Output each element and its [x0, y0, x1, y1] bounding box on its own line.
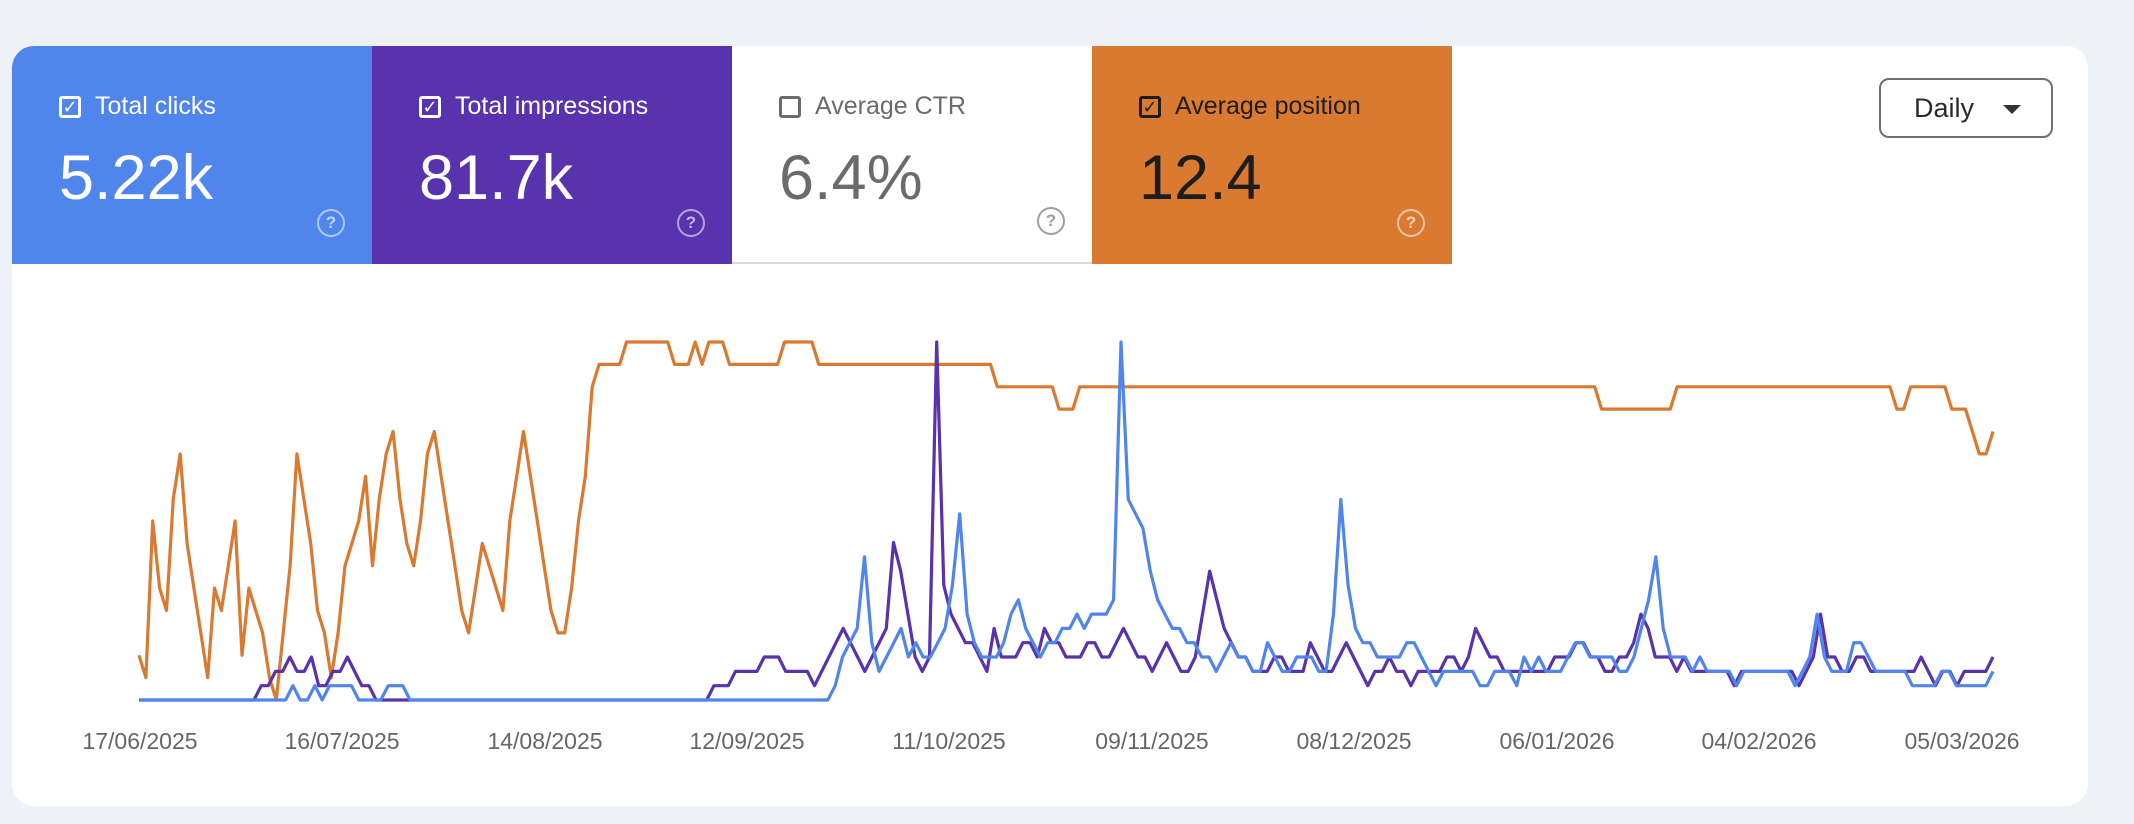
checkbox-checked-icon[interactable]: ✓ [419, 95, 441, 118]
checkbox-checked-icon[interactable]: ✓ [1139, 95, 1161, 118]
metric-header: ✓ Average position [1139, 92, 1361, 121]
series-line-total-impressions [139, 340, 1995, 702]
chart-lines [137, 340, 1995, 702]
metric-card-total-clicks[interactable]: ✓ Total clicks 5.22k ? [12, 46, 372, 264]
x-tick-label: 17/06/2025 [82, 728, 197, 754]
metric-value: 12.4 [1139, 143, 1262, 213]
granularity-dropdown[interactable]: Daily [1879, 78, 2053, 138]
metric-header: ✓ Total impressions [419, 92, 648, 121]
x-tick-label: 05/03/2026 [1904, 728, 2019, 754]
metric-card-average-ctr[interactable]: Average CTR 6.4% ? [732, 46, 1092, 264]
metric-label: Total impressions [455, 92, 649, 120]
x-tick-label: 16/07/2025 [284, 728, 399, 754]
series-line-average-position [137, 340, 1995, 702]
metric-card-total-impressions[interactable]: ✓ Total impressions 81.7k ? [372, 46, 732, 264]
help-icon[interactable]: ? [1397, 209, 1425, 237]
metric-card-average-position[interactable]: ✓ Average position 12.4 ? [1092, 46, 1452, 264]
x-tick-label: 11/10/2025 [892, 728, 1005, 754]
metric-value: 81.7k [419, 143, 574, 213]
x-axis-ticks: 17/06/2025 16/07/2025 14/08/2025 12/09/2025… [82, 728, 2019, 754]
x-tick-label: 08/12/2025 [1296, 728, 1411, 754]
metric-label: Average position [1175, 92, 1361, 120]
x-tick-label: 04/02/2026 [1701, 728, 1816, 754]
x-tick-label: 06/01/2026 [1499, 728, 1614, 754]
metric-label: Average CTR [815, 92, 966, 120]
dropdown-caret-icon [2003, 105, 2021, 114]
checkbox-checked-icon[interactable]: ✓ [59, 95, 81, 118]
help-icon[interactable]: ? [317, 209, 345, 237]
metric-cards: ✓ Total clicks 5.22k ? ✓ Total impressio… [12, 46, 1452, 264]
help-icon[interactable]: ? [677, 209, 705, 237]
x-tick-label: 14/08/2025 [487, 728, 602, 754]
granularity-selected: Daily [1914, 92, 1975, 123]
performance-chart: 17/06/2025 16/07/2025 14/08/2025 12/09/2025… [82, 340, 2020, 754]
x-tick-label: 09/11/2025 [1095, 728, 1208, 754]
checkbox-unchecked-icon[interactable] [779, 95, 801, 118]
metric-header: ✓ Total clicks [59, 92, 216, 121]
performance-panel: ✓ Total clicks 5.22k ? ✓ Total impressio… [12, 46, 2088, 806]
metric-label: Total clicks [95, 92, 216, 120]
x-tick-label: 12/09/2025 [689, 728, 804, 754]
series-line-total-clicks [139, 340, 1995, 702]
metric-value: 6.4% [779, 143, 923, 213]
help-icon[interactable]: ? [1037, 207, 1065, 235]
metric-header: Average CTR [779, 92, 966, 121]
metric-value: 5.22k [59, 143, 214, 213]
